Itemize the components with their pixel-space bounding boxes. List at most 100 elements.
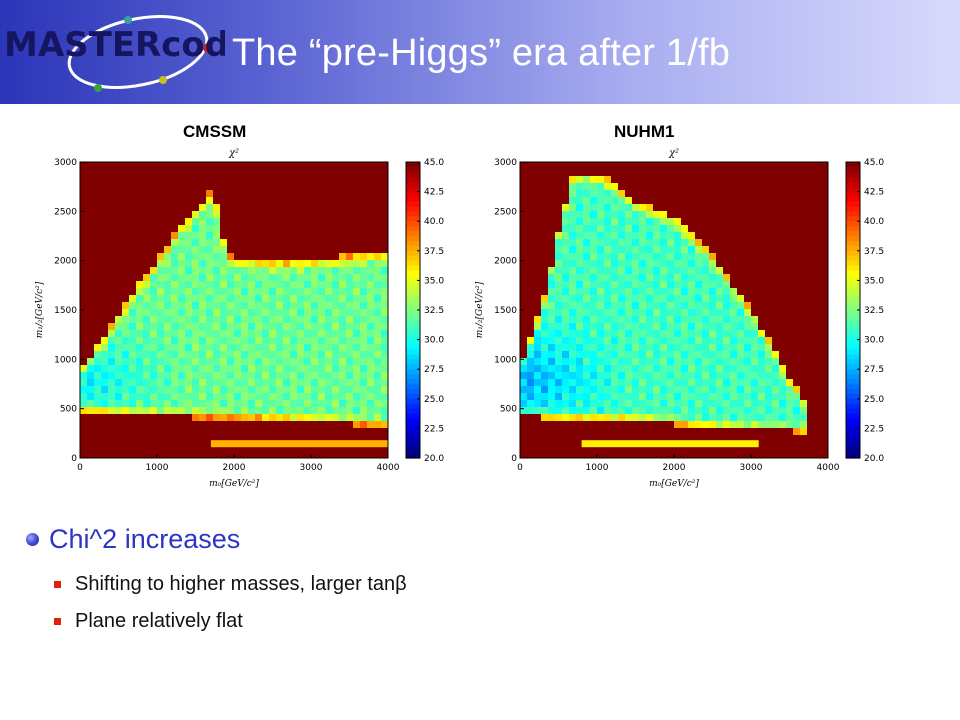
- heatmap-cell: [297, 295, 304, 302]
- heatmap-cell: [576, 190, 583, 197]
- heatmap-cell: [269, 393, 276, 400]
- colorbar-segment: [406, 413, 420, 420]
- heatmap-cell: [583, 330, 590, 337]
- heatmap-cell: [297, 358, 304, 365]
- heatmap-cell: [618, 288, 625, 295]
- heatmap-cell: [262, 400, 269, 407]
- heatmap-cell: [639, 316, 646, 323]
- colorbar-segment: [406, 221, 420, 227]
- heatmap-cell: [269, 337, 276, 344]
- heatmap-cell: [527, 379, 534, 386]
- heatmap-cell: [276, 365, 283, 372]
- heatmap-cell: [590, 414, 597, 421]
- heatmap-cell: [241, 295, 248, 302]
- heatmap-cell: [164, 281, 171, 288]
- heatmap-cell: [646, 414, 653, 421]
- heatmap-cell: [115, 323, 122, 330]
- heatmap-cell: [206, 302, 213, 309]
- heatmap-cell: [248, 358, 255, 365]
- heatmap-cell: [325, 281, 332, 288]
- heatmap-cells: [520, 176, 807, 435]
- heatmap-cell: [604, 302, 611, 309]
- heatmap-cell: [143, 274, 150, 281]
- heatmap-cell: [164, 246, 171, 253]
- heatmap-cell: [751, 386, 758, 393]
- heatmap-cell: [604, 232, 611, 239]
- heatmap-cell: [639, 358, 646, 365]
- heatmap-cell: [269, 288, 276, 295]
- heatmap-cell: [688, 274, 695, 281]
- heatmap-cell: [688, 393, 695, 400]
- heatmap-cell: [618, 281, 625, 288]
- heatmap-cell: [548, 358, 555, 365]
- heatmap-cell: [381, 323, 388, 330]
- heatmap-cell: [695, 351, 702, 358]
- heatmap-cell: [527, 344, 534, 351]
- heatmap-cell: [681, 358, 688, 365]
- heatmap-cell: [262, 295, 269, 302]
- heatmap-cell: [688, 421, 695, 428]
- heatmap-cell: [632, 218, 639, 225]
- heatmap-cell: [206, 316, 213, 323]
- heatmap-cell: [611, 288, 618, 295]
- heatmap-cell: [248, 372, 255, 379]
- heatmap-cell: [178, 316, 185, 323]
- heatmap-cell: [576, 288, 583, 295]
- sub-bullet-text: Plane relatively flat: [75, 609, 243, 632]
- heatmap-cell: [772, 386, 779, 393]
- heatmap-cell: [234, 365, 241, 372]
- heatmap-cell: [751, 351, 758, 358]
- heatmap-cell: [737, 393, 744, 400]
- heatmap-cell: [150, 344, 157, 351]
- heatmap-cell: [150, 330, 157, 337]
- heatmap-cell: [143, 309, 150, 316]
- heatmap-cell: [213, 239, 220, 246]
- heatmap-cell: [374, 267, 381, 274]
- heatmap-cell: [164, 330, 171, 337]
- heatmap-cell: [709, 337, 716, 344]
- heatmap-cell: [80, 400, 87, 407]
- heatmap-cell: [639, 260, 646, 267]
- heatmap-cell: [206, 372, 213, 379]
- heatmap-cell: [178, 379, 185, 386]
- heatmap-cell: [681, 260, 688, 267]
- heatmap-cell: [737, 400, 744, 407]
- heatmap-cell: [122, 309, 129, 316]
- heatmap-cell: [604, 393, 611, 400]
- heatmap-cell: [276, 393, 283, 400]
- heatmap-cell: [199, 302, 206, 309]
- heatmap-cell: [639, 309, 646, 316]
- heatmap-cell: [325, 288, 332, 295]
- heatmap-cell: [590, 183, 597, 190]
- heatmap-cell: [611, 211, 618, 218]
- heatmap-cell: [171, 379, 178, 386]
- mastercode-logo: MASTERcode: [4, 15, 225, 92]
- heatmap-cell: [779, 379, 786, 386]
- heatmap-cell: [653, 246, 660, 253]
- heatmap-cell: [723, 274, 730, 281]
- heatmap-cell: [374, 386, 381, 393]
- heatmap-cell: [576, 302, 583, 309]
- heatmap-cell: [157, 323, 164, 330]
- heatmap-cell: [129, 309, 136, 316]
- heatmap-cell: [527, 400, 534, 407]
- heatmap-cell: [213, 365, 220, 372]
- plot-label-nuhm1: NUHM1: [614, 122, 675, 141]
- heatmap-cell: [541, 302, 548, 309]
- heatmap-cell: [744, 379, 751, 386]
- heatmap-cell: [248, 407, 255, 414]
- heatmap-cell: [346, 267, 353, 274]
- heatmap-cell: [555, 295, 562, 302]
- heatmap-cell: [695, 407, 702, 414]
- heatmap-cell: [709, 400, 716, 407]
- heatmap-cell: [227, 309, 234, 316]
- heatmap-cell: [793, 414, 800, 421]
- heatmap-cell: [108, 365, 115, 372]
- heatmap-cell: [737, 351, 744, 358]
- heatmap-cell: [213, 204, 220, 211]
- heatmap-cell: [234, 295, 241, 302]
- heatmap-cell: [199, 309, 206, 316]
- heatmap-cell: [569, 176, 576, 183]
- heatmap-cell: [353, 323, 360, 330]
- heatmap-cell: [576, 358, 583, 365]
